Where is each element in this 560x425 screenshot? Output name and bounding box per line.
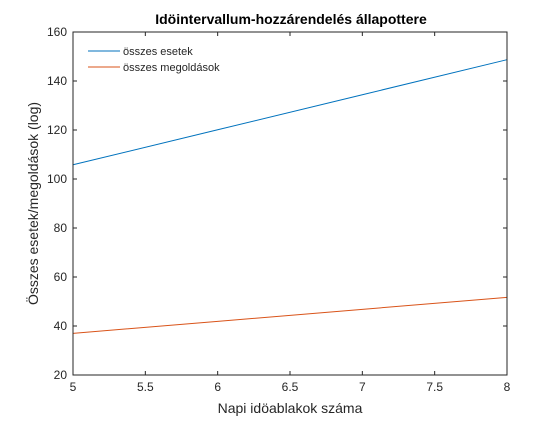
x-tick-label: 5.5 [137,380,154,394]
y-tick-label: 40 [54,319,68,333]
y-tick-label: 120 [47,123,67,137]
x-tick-label: 6 [214,380,221,394]
series-lines [72,59,508,334]
y-tick-label: 60 [54,270,68,284]
y-axis-title: Összes esetek/megoldások (log) [24,102,41,305]
y-tick-label: 160 [47,25,67,39]
x-tick-label: 8 [504,380,511,394]
legend-item-1: összes esetek [88,46,193,58]
chart-title: Idöintervallum-hozzárendelés állapottere [155,11,427,27]
x-tick-label: 7.5 [426,380,443,394]
legend: összes esetek összes megoldások [88,46,220,74]
y-axis-ticks: 20 40 60 80 100 120 140 160 [47,25,507,382]
series-line-2 [72,296,508,334]
legend-label: összes esetek [123,46,193,58]
x-tick-label: 6.5 [282,380,299,394]
plot-frame [72,31,508,376]
x-axis-title: Napi idöablakok száma [218,400,363,416]
y-tick-label: 80 [54,221,68,235]
plot-area [73,32,507,375]
y-tick-label: 100 [47,172,67,186]
x-tick-label: 7 [359,380,366,394]
x-tick-label: 5 [70,380,77,394]
y-tick-label: 140 [47,74,67,88]
legend-label: összes megoldások [123,62,220,74]
series-line-1 [72,59,508,166]
legend-item-2: összes megoldások [88,62,220,74]
x-axis-ticks: 5 5.5 6 6.5 7 7.5 8 [70,32,511,394]
y-tick-label: 20 [54,368,68,382]
